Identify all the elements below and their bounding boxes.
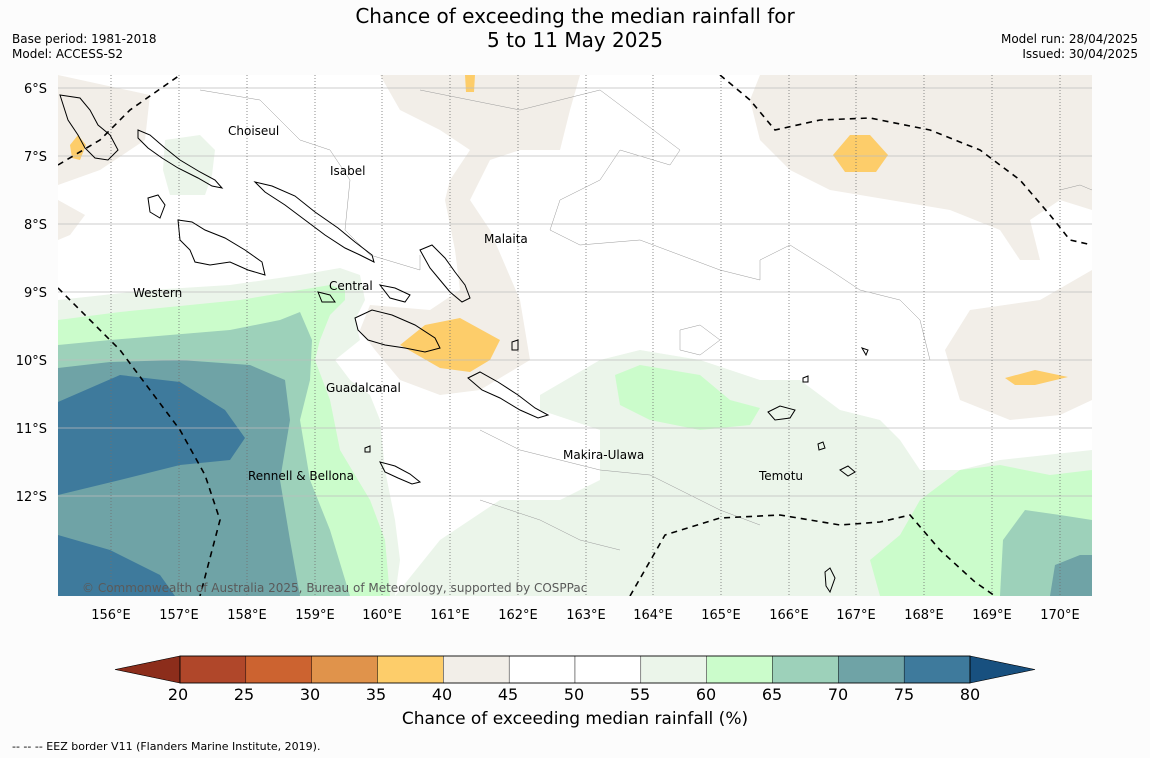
lon-label-170e: 170°E <box>1040 608 1080 623</box>
base-period: Base period: 1981-2018 <box>12 32 157 46</box>
rennell-coast <box>379 461 422 485</box>
ulawa-coast <box>511 339 519 351</box>
map-title-line2: 5 to 11 May 2025 <box>487 28 663 52</box>
coastlines <box>59 94 869 594</box>
issued-date: Issued: 30/04/2025 <box>1022 47 1138 61</box>
lon-label-161e: 161°E <box>430 608 470 623</box>
duff-coast <box>860 347 869 357</box>
lon-label-168e: 168°E <box>904 608 944 623</box>
colorbar-cell <box>245 655 312 684</box>
label-temotu: Temotu <box>758 469 803 483</box>
cb-tick-55: 55 <box>630 685 650 704</box>
colorbar-cell <box>772 655 839 684</box>
lon-label-169e: 169°E <box>972 608 1012 623</box>
lon-label-163e: 163°E <box>566 608 606 623</box>
colorbar-cell <box>377 655 444 684</box>
label-central: Central <box>329 279 373 293</box>
label-guadalcanal: Guadalcanal <box>326 381 401 395</box>
guadalcanal-coast <box>354 309 441 353</box>
lat-label-12s: 12°S <box>16 490 47 505</box>
label-malaita: Malaita <box>484 232 528 246</box>
lon-label-162e: 162°E <box>498 608 538 623</box>
eez-borders <box>58 75 1092 596</box>
lat-label-11s: 11°S <box>16 422 47 437</box>
cb-tick-60: 60 <box>696 685 716 704</box>
malaita-coast <box>419 244 471 303</box>
isabel-coast <box>253 181 375 263</box>
lon-label-157e: 157°E <box>159 608 199 623</box>
lat-label-6s: 6°S <box>24 82 47 97</box>
choiseul-coast <box>137 129 224 189</box>
cb-tick-50: 50 <box>564 685 584 704</box>
label-western: Western <box>133 286 182 300</box>
cb-tick-25: 25 <box>234 685 254 704</box>
label-rennell-bellona: Rennell & Bellona <box>248 469 354 483</box>
zone-75-80 <box>58 375 245 596</box>
lon-label-159e: 159°E <box>295 608 335 623</box>
cb-tick-45: 45 <box>498 685 518 704</box>
model-name: Model: ACCESS-S2 <box>12 47 124 61</box>
vanikoro-coast <box>839 465 856 477</box>
reef-islands-coast <box>802 375 809 383</box>
colorbar-cell <box>443 655 510 684</box>
colorbar: 20 25 30 35 40 45 50 55 60 65 70 75 80 <box>114 655 1036 704</box>
cb-tick-75: 75 <box>894 685 914 704</box>
colorbar-cell <box>311 655 378 684</box>
lat-label-8s: 8°S <box>24 218 47 233</box>
santa-cruz-coast <box>767 405 796 421</box>
colorbar-cell <box>838 655 905 684</box>
florida-coast <box>378 284 411 303</box>
zone-45-50 <box>58 75 1092 420</box>
graticule-parallels <box>58 87 1092 497</box>
map-title-line1: Chance of exceeding the median rainfall … <box>355 4 795 28</box>
colorbar-cell <box>574 655 642 684</box>
cb-tick-35: 35 <box>366 685 386 704</box>
lon-label-165e: 165°E <box>701 608 741 623</box>
colorbar-cell <box>179 655 247 684</box>
cb-tick-30: 30 <box>300 685 320 704</box>
lon-label-158e: 158°E <box>227 608 267 623</box>
label-isabel: Isabel <box>330 164 365 178</box>
cb-tick-20: 20 <box>168 685 188 704</box>
lat-label-7s: 7°S <box>24 150 47 165</box>
map-panel: Choiseul Isabel Malaita Western Central … <box>58 75 1092 596</box>
new-georgia-coast <box>177 219 266 276</box>
lon-label-166e: 166°E <box>769 608 809 623</box>
colorbar-cell <box>508 655 576 684</box>
cb-tick-80: 80 <box>960 685 980 704</box>
vella-coast <box>147 194 166 219</box>
lon-label-160e: 160°E <box>362 608 402 623</box>
label-makira-ulawa: Makira-Ulawa <box>563 448 644 462</box>
tikopia-coast <box>817 441 826 451</box>
lat-label-9s: 9°S <box>24 286 47 301</box>
anuta-coast <box>824 567 836 594</box>
colorbar-title: Chance of exceeding median rainfall (%) <box>401 709 749 729</box>
bellona-coast <box>364 445 371 453</box>
cb-tick-65: 65 <box>762 685 782 704</box>
lon-label-156e: 156°E <box>91 608 131 623</box>
makira-coast <box>467 371 550 419</box>
colorbar-cell <box>903 655 971 684</box>
eez-legend-note: -- -- -- EEZ border V11 (Flanders Marine… <box>12 740 321 753</box>
shortlands-coast <box>59 94 119 161</box>
model-run: Model run: 28/04/2025 <box>1000 32 1138 46</box>
lat-label-10s: 10°S <box>16 354 47 369</box>
russell-coast <box>317 291 336 303</box>
copyright-note: © Commonwealth of Australia 2025, Bureau… <box>82 581 587 595</box>
cb-tick-40: 40 <box>432 685 452 704</box>
colorbar-under-arrow <box>114 655 181 684</box>
lon-label-164e: 164°E <box>633 608 673 623</box>
label-choiseul: Choiseul <box>228 124 279 138</box>
colorbar-cell <box>640 655 707 684</box>
contour-lines <box>199 89 1092 551</box>
colorbar-cell <box>706 655 773 684</box>
cb-tick-70: 70 <box>828 685 848 704</box>
lon-label-167e: 167°E <box>836 608 876 623</box>
colorbar-over-arrow <box>969 655 1036 684</box>
